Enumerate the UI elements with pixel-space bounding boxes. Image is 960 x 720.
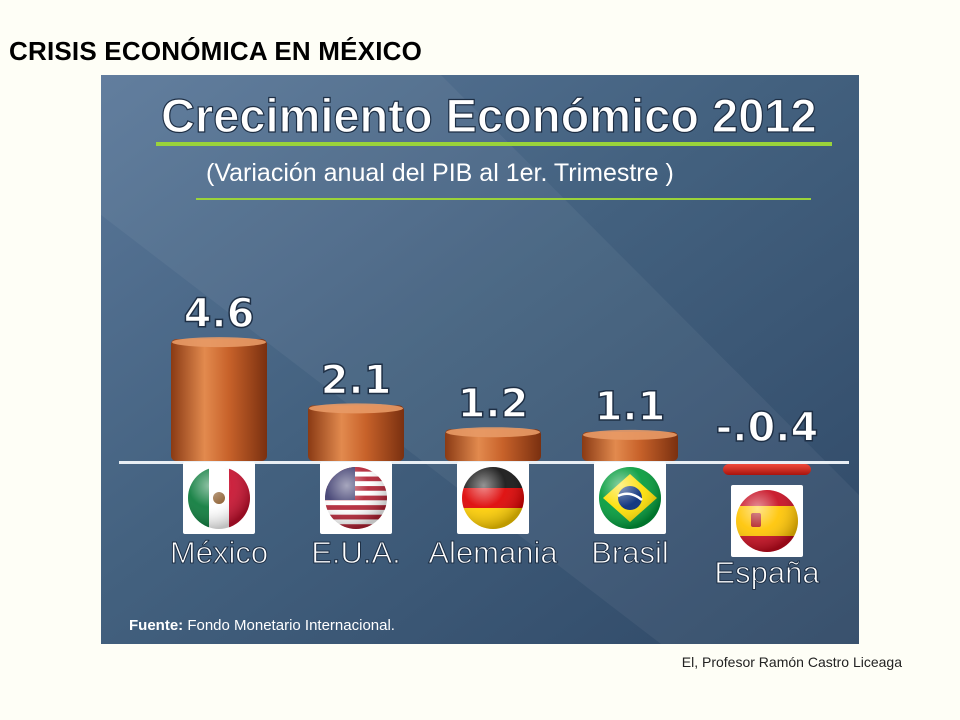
spain-flag-icon: [731, 485, 803, 557]
value-label-e-u-a: 2.1: [321, 357, 392, 403]
brazil-flag-icon: [594, 462, 666, 534]
chart-subtitle: (Variación anual del PIB al 1er. Trimest…: [206, 159, 674, 187]
source-label: Fuente:: [129, 617, 183, 634]
bar-chart: Crecimiento Económico 2012 (Variación an…: [101, 75, 859, 644]
usa-flag-icon: [320, 462, 392, 534]
background-sheen: [101, 75, 859, 644]
value-label-espana: -.0.4: [716, 405, 819, 451]
title-rule: [156, 142, 832, 146]
source-text: Fondo Monetario Internacional.: [183, 617, 395, 634]
bar-e-u-a: [308, 405, 404, 461]
bar-top-alemania: [446, 427, 540, 438]
value-label-mexico: 4.6: [184, 291, 255, 337]
bar-top-brasil: [583, 429, 677, 440]
chart-title: Crecimiento Económico 2012: [161, 89, 817, 142]
value-label-alemania: 1.2: [458, 381, 529, 427]
bar-alemania: [445, 429, 541, 461]
bar-top-e-u-a: [309, 403, 403, 414]
flags-layer: [183, 462, 803, 557]
category-label-espana: España: [714, 555, 820, 590]
category-label-e-u-a: E.U.A.: [311, 535, 401, 570]
slide-title: CRISIS ECONÓMICA EN MÉXICO: [9, 36, 423, 66]
bar-mexico: [171, 339, 267, 461]
labels-layer: 4.6 México 2.1 E.U.A. 1.2 Alemania 1.1 Brasil -.…: [169, 290, 820, 590]
category-label-alemania: Alemania: [428, 535, 558, 570]
subtitle-rule: [196, 198, 811, 200]
value-label-brasil: 1.1: [595, 384, 666, 430]
bars-layer: [171, 337, 811, 475]
bar-espana: [723, 464, 811, 475]
source-note: Fuente: Fondo Monetario Internacional.: [129, 617, 395, 634]
category-label-mexico: México: [170, 535, 268, 570]
chart-panel: Crecimiento Económico 2012 (Variación an…: [101, 75, 859, 644]
bar-top-mexico: [172, 337, 266, 348]
category-label-brasil: Brasil: [591, 535, 669, 570]
mexico-flag-icon: [183, 462, 255, 534]
germany-flag-icon: [457, 462, 529, 534]
footer-credit: El, Profesor Ramón Castro Liceaga: [681, 654, 902, 670]
